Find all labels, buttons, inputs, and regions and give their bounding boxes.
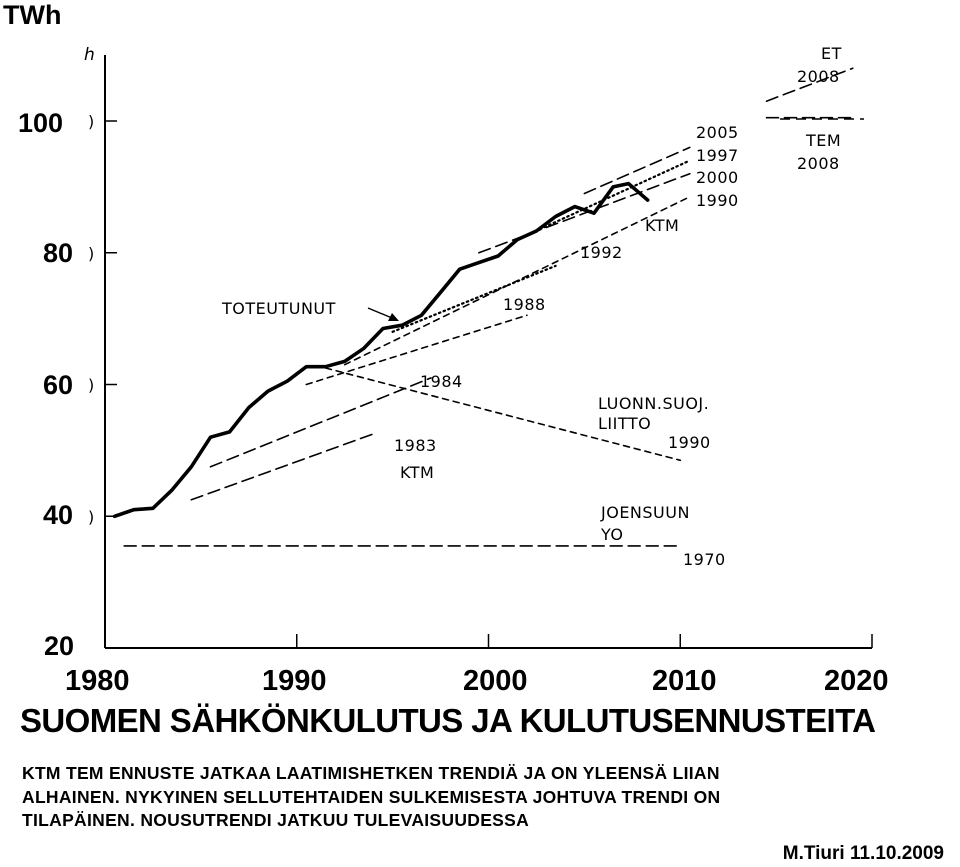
annotation-1970: 1970 [683, 550, 726, 569]
x-tick-2000: 2000 [463, 665, 528, 697]
annotation-luonn-suoj: LUONN.SUOJ. [598, 394, 710, 413]
chart-axes: )))) [88, 55, 873, 649]
annotation-2005: 2005 [696, 123, 739, 142]
series-line-9 [583, 146, 691, 195]
annotation-1988: 1988 [503, 295, 546, 314]
series-line-6 [343, 196, 691, 366]
toteutunut-arrow-shaft [367, 307, 393, 319]
y-tick-20: 20 [44, 631, 75, 661]
series-line-5 [391, 264, 557, 333]
x-tick-1990: 1990 [262, 665, 327, 697]
y-tick-40: 40 [43, 500, 74, 530]
chart-title: SUOMEN SÄHKÖNKULUTUS JA KULUTUSENNUSTEIT… [20, 702, 876, 739]
y-tick-paren-80: ) [88, 244, 94, 263]
caption: KTM TEM ENNUSTE JATKAA LAATIMISHETKEN TR… [22, 762, 947, 833]
annotation-tem-2008: 2008 [797, 154, 840, 173]
annotation-liitto: LIITTO [598, 414, 652, 433]
series-line-8 [516, 159, 691, 241]
annotation-tem: TEM [806, 131, 842, 150]
series-line-1 [190, 433, 375, 501]
x-tick-1980: 1980 [65, 665, 130, 697]
annotation-1984: 1984 [420, 372, 463, 391]
series-line-3 [305, 314, 528, 386]
caption-line-2: ALHAINEN. NYKYINEN SELLUTEHTAIDEN SULKEM… [22, 786, 721, 807]
annotation-luonn-1990: 1990 [668, 433, 711, 452]
series-layer [112, 67, 864, 547]
y-tick-80: 80 [43, 238, 74, 268]
axis-artifact-label: h [84, 45, 96, 65]
annotation-et-2008: 2008 [797, 67, 840, 86]
y-tick-100: 100 [18, 108, 64, 138]
annotation-1990: 1990 [696, 191, 739, 210]
annotation-toteutunut: TOTEUTUNUT [222, 299, 336, 318]
series-line-2 [209, 377, 432, 468]
annotation-1997: 1997 [696, 146, 739, 165]
caption-line-1: KTM TEM ENNUSTE JATKAA LAATIMISHETKEN TR… [22, 763, 720, 783]
series-line-11 [765, 67, 854, 102]
y-tick-60: 60 [43, 370, 74, 400]
series-line-7 [478, 172, 691, 254]
series-line-4 [324, 367, 682, 462]
y-tick-paren-100: ) [88, 112, 94, 131]
x-tick-2010: 2010 [652, 665, 717, 697]
series-line-0 [112, 181, 650, 519]
annotation-ktm: KTM [645, 216, 680, 235]
y-tick-paren-60: ) [88, 376, 94, 395]
annotation-1983-ktm: KTM [400, 463, 435, 482]
author-signature: M.Tiuri 11.10.2009 [782, 843, 944, 864]
annotation-joensuun: JOENSUUN [601, 503, 690, 522]
annotation-1992: 1992 [580, 243, 623, 262]
annotation-1983: 1983 [394, 436, 437, 455]
toteutunut-arrow-head [388, 313, 399, 321]
annotation-et: ET [821, 44, 842, 63]
y-tick-paren-40: ) [88, 507, 94, 526]
annotation-yo: YO [601, 525, 624, 544]
consumption-chart: )))) [88, 55, 873, 649]
caption-line-3: TILAPÄINEN. NOUSUTRENDI JATKUU TULEVAISU… [22, 810, 530, 830]
x-tick-2020: 2020 [824, 665, 889, 697]
annotation-2000: 2000 [696, 168, 739, 187]
unit-label: TWh [3, 0, 62, 30]
